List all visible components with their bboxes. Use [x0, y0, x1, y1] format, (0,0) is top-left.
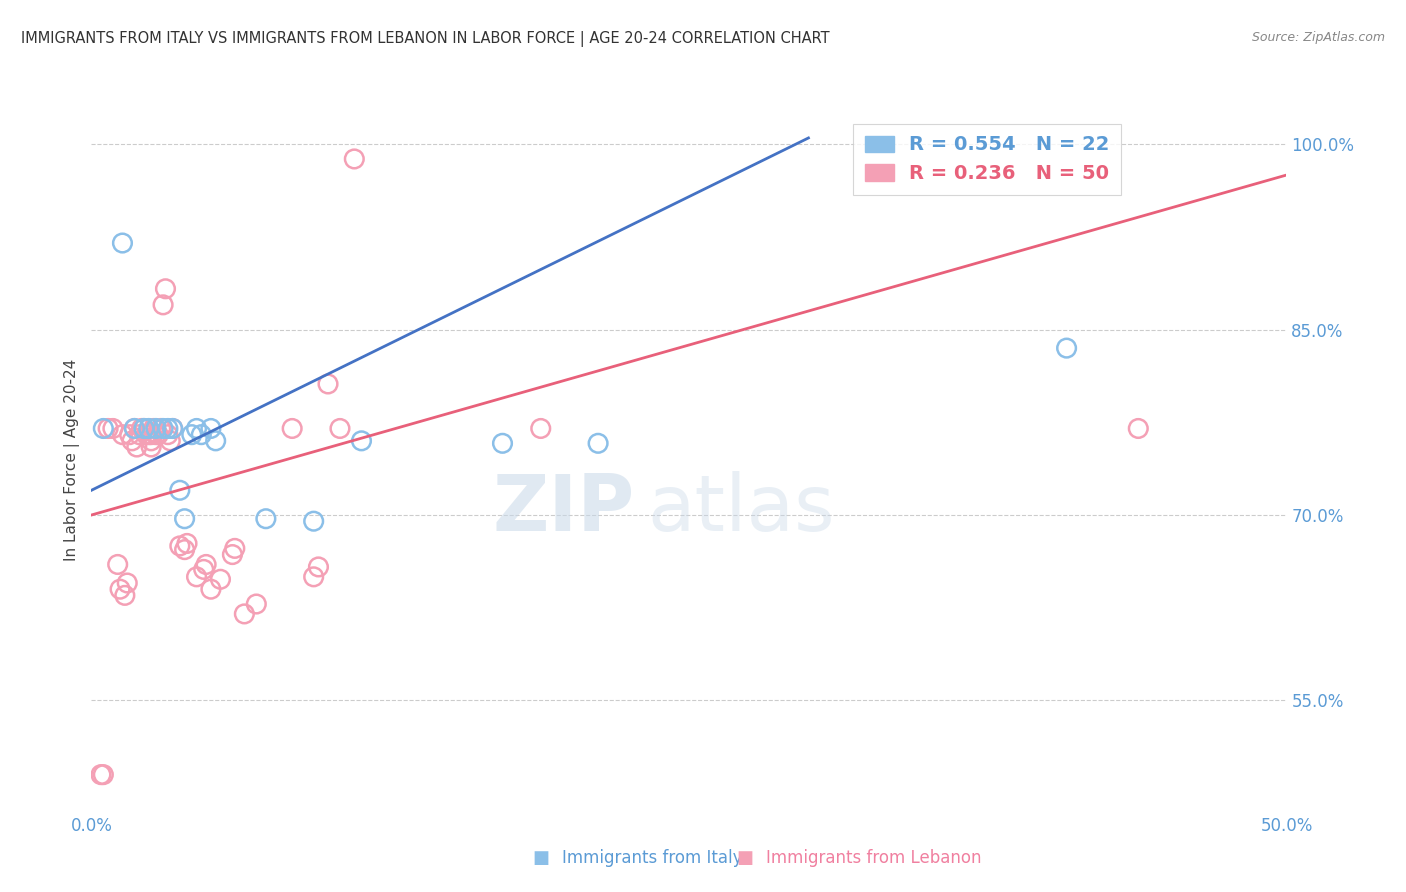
- Point: [111, 427, 134, 442]
- Point: [111, 235, 134, 250]
- Legend: R = 0.554   N = 22, R = 0.236   N = 50: R = 0.554 N = 22, R = 0.236 N = 50: [853, 124, 1122, 194]
- Point: [124, 421, 146, 435]
- Point: [350, 434, 373, 448]
- Point: [209, 572, 232, 586]
- Point: [118, 427, 141, 442]
- Point: [159, 434, 181, 448]
- Point: [156, 421, 179, 435]
- Y-axis label: In Labor Force | Age 20-24: In Labor Force | Age 20-24: [65, 359, 80, 560]
- Point: [1128, 421, 1150, 435]
- Point: [224, 541, 246, 556]
- Point: [141, 427, 162, 442]
- Point: [221, 548, 243, 562]
- Point: [115, 576, 138, 591]
- Point: [316, 376, 339, 391]
- Point: [176, 536, 198, 550]
- Text: ■: ■: [737, 849, 754, 867]
- Point: [281, 421, 304, 435]
- Point: [128, 427, 150, 442]
- Point: [180, 427, 202, 442]
- Point: [145, 421, 167, 435]
- Point: [142, 421, 165, 435]
- Point: [132, 421, 155, 435]
- Point: [90, 767, 112, 781]
- Point: [1056, 341, 1078, 355]
- Point: [173, 542, 195, 557]
- Point: [124, 421, 146, 435]
- Point: [173, 512, 195, 526]
- Point: [93, 421, 114, 435]
- Point: [138, 421, 160, 435]
- Text: Immigrants from Lebanon: Immigrants from Lebanon: [766, 849, 981, 867]
- Point: [200, 582, 222, 597]
- Point: [135, 427, 157, 442]
- Point: [204, 434, 226, 448]
- Point: [190, 427, 212, 442]
- Text: ■: ■: [533, 849, 550, 867]
- Text: ZIP: ZIP: [494, 471, 636, 547]
- Point: [162, 421, 184, 435]
- Point: [169, 539, 191, 553]
- Point: [125, 440, 148, 454]
- Point: [193, 562, 215, 576]
- Point: [586, 436, 609, 450]
- Point: [233, 607, 256, 621]
- Point: [155, 282, 177, 296]
- Point: [131, 421, 153, 435]
- Point: [108, 582, 131, 597]
- Point: [254, 512, 277, 526]
- Text: Source: ZipAtlas.com: Source: ZipAtlas.com: [1251, 31, 1385, 45]
- Point: [114, 588, 136, 602]
- Point: [97, 421, 120, 435]
- Point: [186, 570, 208, 584]
- Point: [200, 421, 222, 435]
- Point: [329, 421, 352, 435]
- Point: [101, 421, 124, 435]
- Point: [245, 597, 267, 611]
- Point: [186, 421, 208, 435]
- Point: [138, 427, 160, 442]
- Point: [145, 427, 167, 442]
- Point: [148, 427, 170, 442]
- Point: [491, 436, 513, 450]
- Point: [530, 421, 553, 435]
- Point: [195, 558, 218, 572]
- Point: [162, 421, 184, 435]
- Text: Immigrants from Italy: Immigrants from Italy: [562, 849, 742, 867]
- Point: [156, 427, 179, 442]
- Point: [302, 514, 325, 528]
- Point: [107, 558, 129, 572]
- Point: [302, 570, 325, 584]
- Point: [149, 421, 172, 435]
- Text: IMMIGRANTS FROM ITALY VS IMMIGRANTS FROM LEBANON IN LABOR FORCE | AGE 20-24 CORR: IMMIGRANTS FROM ITALY VS IMMIGRANTS FROM…: [21, 31, 830, 47]
- Point: [141, 434, 162, 448]
- Point: [93, 767, 114, 781]
- Point: [141, 440, 162, 454]
- Point: [132, 421, 155, 435]
- Point: [152, 298, 174, 312]
- Point: [169, 483, 191, 498]
- Point: [307, 560, 329, 574]
- Point: [152, 421, 174, 435]
- Text: atlas: atlas: [647, 471, 835, 547]
- Point: [343, 152, 366, 166]
- Point: [121, 434, 143, 448]
